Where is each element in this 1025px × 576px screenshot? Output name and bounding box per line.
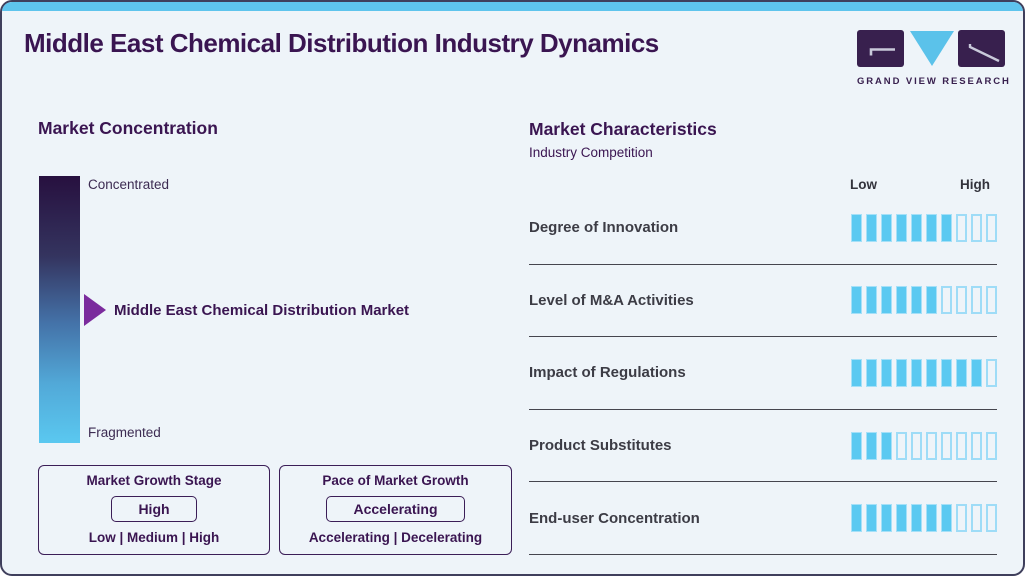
scale-high-label: High (960, 177, 990, 192)
rating-segment-filled (926, 213, 937, 242)
market-pointer-label: Middle East Chemical Distribution Market (114, 302, 410, 319)
rating-segment-empty (971, 431, 982, 460)
concentration-gradient-bar (39, 176, 80, 443)
rating-segment-filled (881, 431, 892, 460)
rating-bar (851, 504, 997, 533)
characteristics-rows: Degree of Innovation Level of M&A Activit… (529, 192, 997, 555)
rating-segment-filled (971, 358, 982, 387)
top-accent-stripe (2, 2, 1023, 11)
rating-bar (851, 213, 997, 242)
rating-segment-empty (986, 286, 997, 315)
rating-segment-filled (866, 431, 877, 460)
rating-segment-filled (896, 213, 907, 242)
rating-segment-filled (881, 504, 892, 533)
rating-segment-filled (896, 358, 907, 387)
rating-segment-empty (971, 286, 982, 315)
rating-segment-filled (911, 286, 922, 315)
pace-of-market-growth-box: Pace of Market Growth Accelerating Accel… (279, 465, 512, 555)
industry-competition-subtitle: Industry Competition (529, 145, 653, 160)
characteristic-row: End-user Concentration (529, 482, 997, 555)
rating-segment-filled (926, 286, 937, 315)
rating-segment-filled (851, 504, 862, 533)
rating-segment-filled (956, 358, 967, 387)
market-concentration-title: Market Concentration (38, 118, 218, 138)
rating-segment-filled (851, 358, 862, 387)
rating-segment-filled (881, 286, 892, 315)
rating-segment-filled (926, 358, 937, 387)
scale-low-label: Low (850, 177, 877, 192)
growth-box-options: Low | Medium | High (88, 530, 220, 545)
rating-segment-filled (941, 358, 952, 387)
rating-segment-filled (911, 213, 922, 242)
rating-segment-empty (971, 213, 982, 242)
rating-segment-empty (896, 431, 907, 460)
logo-v-icon (910, 31, 954, 66)
growth-box-title: Market Growth Stage (86, 473, 222, 488)
market-pointer-arrow-icon (84, 294, 106, 326)
characteristic-label: Level of M&A Activities (529, 291, 694, 309)
gvr-logo-mark (857, 30, 1005, 67)
rating-segment-empty (956, 504, 967, 533)
rating-segment-empty (926, 431, 937, 460)
rating-segment-filled (866, 358, 877, 387)
characteristic-label: End-user Concentration (529, 509, 700, 527)
rating-segment-empty (911, 431, 922, 460)
characteristic-row: Level of M&A Activities (529, 265, 997, 338)
rating-segment-empty (941, 431, 952, 460)
rating-segment-filled (881, 358, 892, 387)
characteristic-label: Impact of Regulations (529, 364, 686, 382)
rating-segment-filled (851, 213, 862, 242)
rating-segment-filled (896, 504, 907, 533)
fragmented-label: Fragmented (88, 425, 161, 440)
rating-segment-filled (851, 431, 862, 460)
rating-segment-empty (986, 431, 997, 460)
rating-segment-empty (986, 504, 997, 533)
growth-box-title: Pace of Market Growth (322, 473, 469, 488)
rating-segment-filled (941, 504, 952, 533)
rating-segment-empty (941, 286, 952, 315)
characteristic-label: Product Substitutes (529, 437, 672, 455)
growth-box-value: High (111, 496, 197, 522)
rating-segment-filled (911, 504, 922, 533)
rating-segment-empty (956, 431, 967, 460)
rating-bar (851, 286, 997, 315)
growth-box-value: Accelerating (326, 496, 465, 522)
rating-segment-filled (881, 213, 892, 242)
characteristic-row: Product Substitutes (529, 410, 997, 483)
rating-segment-filled (866, 504, 877, 533)
logo-wordmark: GRAND VIEW RESEARCH (857, 76, 1011, 87)
page-title: Middle East Chemical Distribution Indust… (24, 28, 659, 58)
characteristic-row: Impact of Regulations (529, 337, 997, 410)
rating-segment-empty (971, 504, 982, 533)
rating-segment-filled (896, 286, 907, 315)
rating-segment-filled (926, 504, 937, 533)
characteristic-label: Degree of Innovation (529, 219, 679, 237)
rating-segment-empty (956, 286, 967, 315)
rating-segment-empty (986, 213, 997, 242)
market-characteristics-title: Market Characteristics (529, 119, 717, 139)
growth-box-options: Accelerating | Decelerating (308, 530, 483, 545)
rating-bar (851, 431, 997, 460)
rating-segment-empty (986, 358, 997, 387)
concentrated-label: Concentrated (88, 177, 170, 192)
rating-segment-filled (866, 286, 877, 315)
rating-segment-filled (851, 286, 862, 315)
rating-segment-empty (956, 213, 967, 242)
rating-segment-filled (911, 358, 922, 387)
rating-segment-filled (941, 213, 952, 242)
characteristic-row: Degree of Innovation (529, 192, 997, 265)
market-growth-stage-box: Market Growth Stage High Low | Medium | … (38, 465, 270, 555)
gvr-logo: GRAND VIEW RESEARCH (857, 30, 1011, 87)
rating-bar (851, 358, 997, 387)
rating-segment-filled (866, 213, 877, 242)
